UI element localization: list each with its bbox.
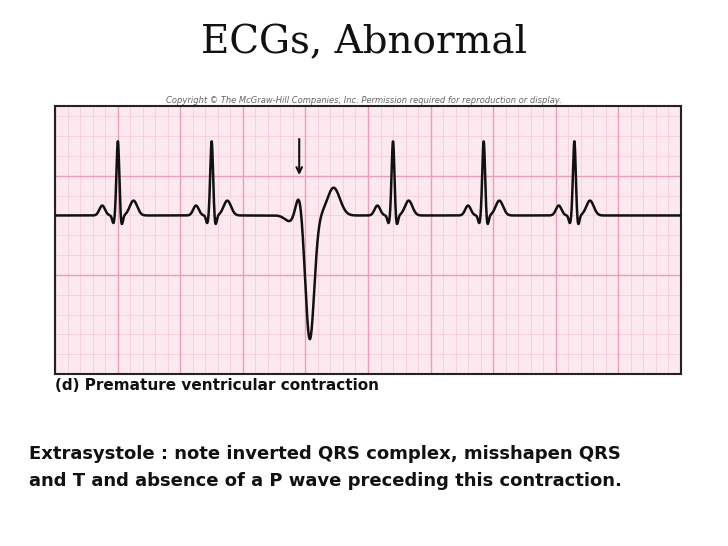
Text: Copyright © The McGraw-Hill Companies, Inc. Permission required for reproduction: Copyright © The McGraw-Hill Companies, I… [166, 96, 562, 104]
Text: ECGs, Abnormal: ECGs, Abnormal [201, 25, 527, 62]
Text: and T and absence of a P wave preceding this contraction.: and T and absence of a P wave preceding … [29, 472, 622, 490]
Text: Extrasystole : note inverted QRS complex, misshapen QRS: Extrasystole : note inverted QRS complex… [29, 445, 621, 463]
Text: (d) Premature ventricular contraction: (d) Premature ventricular contraction [55, 378, 379, 393]
